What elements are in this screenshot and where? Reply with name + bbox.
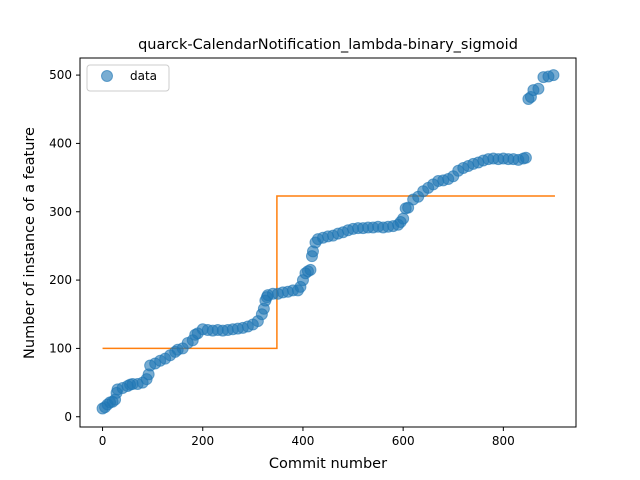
y-tick-label: 300 <box>49 205 72 219</box>
y-axis: 0 100 200 300 400 500 <box>49 68 80 424</box>
legend-label-data: data <box>130 69 157 83</box>
data-point <box>547 69 560 82</box>
data-point <box>397 212 410 225</box>
y-axis-label: Number of instance of a feature <box>22 127 38 359</box>
points-layer <box>96 69 560 415</box>
x-tick-label: 0 <box>99 434 107 448</box>
x-tick-label: 600 <box>392 434 415 448</box>
x-axis: 0 200 400 600 800 <box>99 427 515 448</box>
chart-title: quarck-CalendarNotification_lambda-binar… <box>138 37 518 53</box>
data-point <box>519 151 532 164</box>
x-tick-label: 400 <box>291 434 314 448</box>
plot-frame <box>79 57 577 428</box>
x-tick-label: 800 <box>492 434 515 448</box>
y-tick-label: 400 <box>49 136 72 150</box>
legend: data <box>86 64 170 92</box>
x-tick-label: 200 <box>191 434 214 448</box>
y-tick-label: 500 <box>49 68 72 82</box>
legend-marker-data <box>101 70 113 82</box>
y-tick-label: 0 <box>64 410 72 424</box>
data-point <box>532 82 545 95</box>
y-tick-label: 100 <box>49 341 72 355</box>
data-point <box>304 263 317 276</box>
x-axis-label: Commit number <box>269 456 387 472</box>
y-tick-label: 200 <box>49 273 72 287</box>
